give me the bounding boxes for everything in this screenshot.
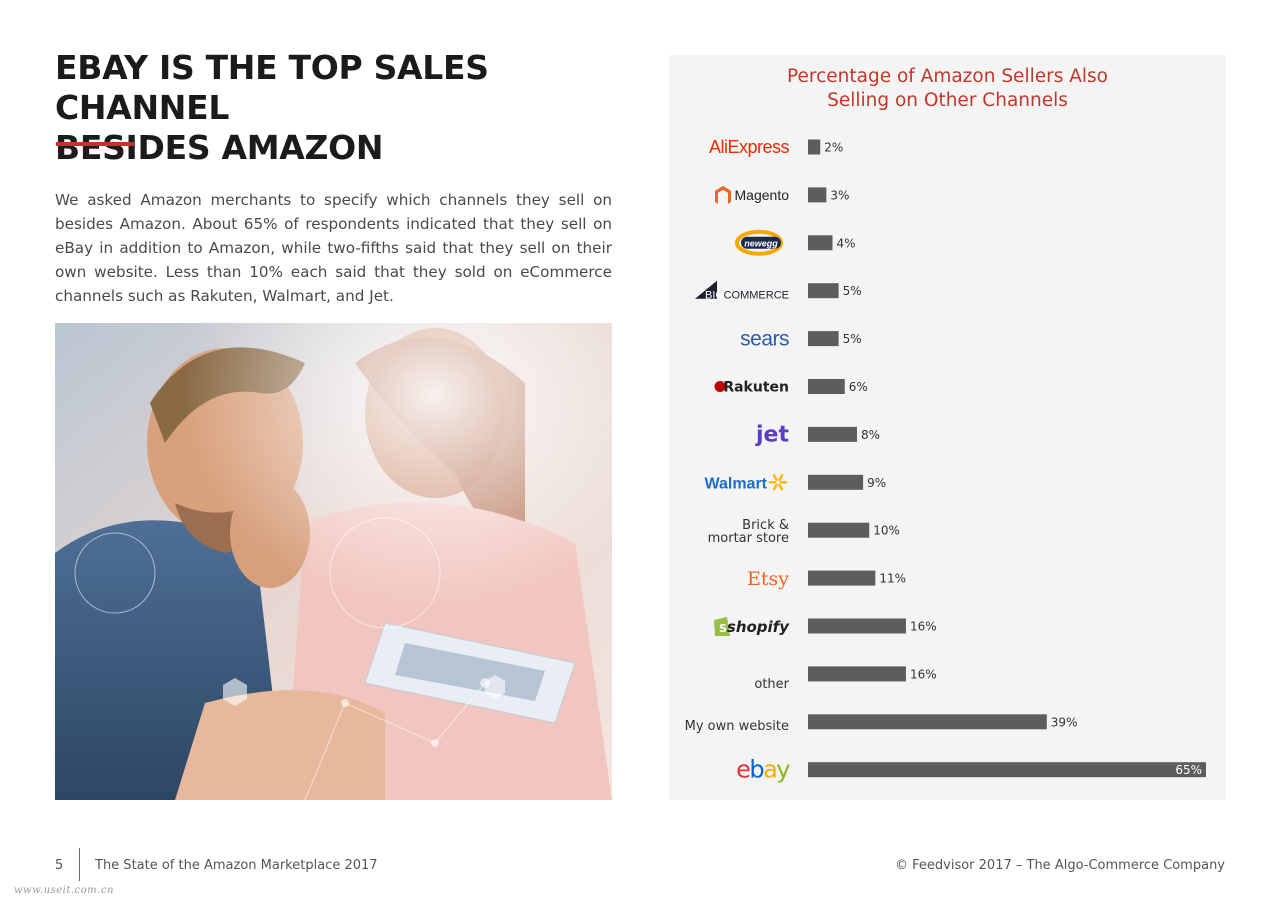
bar-shopify xyxy=(808,618,906,634)
svg-text:COMMERCE: COMMERCE xyxy=(724,290,789,302)
value-label-my-own-website: 39% xyxy=(1051,715,1078,729)
value-label-aliexpress: 2% xyxy=(824,141,843,155)
category-label-aliexpress: AliExpress xyxy=(709,137,790,157)
category-label-walmart: Walmart xyxy=(704,474,788,492)
value-label-walmart: 9% xyxy=(867,476,886,490)
bar-newegg xyxy=(808,235,833,251)
svg-text:shopify: shopify xyxy=(727,618,790,636)
svg-text:other: other xyxy=(754,677,789,692)
svg-text:AliExpress: AliExpress xyxy=(709,137,790,157)
chart-row-my-own-website: My own website 39% xyxy=(685,714,1078,734)
title-line-1: EBAY IS THE TOP SALES CHANNEL xyxy=(55,48,489,127)
footer-document-title: The State of the Amazon Marketplace 2017 xyxy=(95,858,378,873)
chart-row-sears: sears 5% xyxy=(740,328,862,351)
value-label-other: 16% xyxy=(910,667,937,681)
chart-row-other: other 16% xyxy=(754,666,937,692)
chart-row-magento: Magento 3% xyxy=(715,185,849,204)
bar-jet xyxy=(808,426,857,442)
value-label-bigcommerce: 5% xyxy=(843,284,862,298)
chart-row-jet: jet 8% xyxy=(755,422,880,447)
category-label-bigcommerce: BIG COMMERCE xyxy=(695,280,789,302)
category-label-magento: Magento xyxy=(715,185,790,204)
chart-title-line-1: Percentage of Amazon Sellers Also xyxy=(787,66,1108,87)
page-number: 5 xyxy=(55,858,64,873)
svg-text:Rakuten: Rakuten xyxy=(723,380,789,396)
bar-brick-mortar-store xyxy=(808,522,870,538)
bar-magento xyxy=(808,187,827,203)
category-label-ebay: ebay xyxy=(736,756,792,784)
svg-text:Etsy: Etsy xyxy=(747,568,789,590)
category-label-newegg: newegg xyxy=(735,229,783,256)
bar-bigcommerce xyxy=(808,283,839,299)
value-label-brick-mortar-store: 10% xyxy=(873,524,900,538)
category-label-other: other xyxy=(754,677,789,692)
bar-sears xyxy=(808,331,839,347)
svg-text:mortar store: mortar store xyxy=(708,531,789,546)
svg-text:Walmart: Walmart xyxy=(704,475,767,492)
chart-row-aliexpress: AliExpress 2% xyxy=(709,137,843,157)
svg-text:S: S xyxy=(719,622,727,635)
svg-text:ebay: ebay xyxy=(736,756,790,784)
svg-text:Brick &: Brick & xyxy=(742,518,789,533)
value-label-etsy: 11% xyxy=(879,572,906,586)
title-line-2: BESIDES AMAZON xyxy=(55,128,384,167)
value-label-magento: 3% xyxy=(830,188,849,202)
title-underline xyxy=(56,142,134,146)
chart-row-rakuten: Rakuten 6% xyxy=(714,379,868,396)
chart-row-bigcommerce: BIG COMMERCE 5% xyxy=(695,280,862,302)
chart-row-newegg: newegg 4% xyxy=(735,229,856,256)
team-photo xyxy=(55,323,612,800)
bar-etsy xyxy=(808,570,876,586)
footer-copyright: © Feedvisor 2017 – The Algo-Commerce Com… xyxy=(895,858,1225,873)
value-label-sears: 5% xyxy=(843,332,862,346)
chart-row-etsy: Etsy 11% xyxy=(747,568,906,590)
bar-walmart xyxy=(808,474,864,490)
bar-ebay xyxy=(808,762,1206,778)
chart-panel: Percentage of Amazon Sellers Also Sellin… xyxy=(669,55,1226,800)
svg-text:Magento: Magento xyxy=(735,187,790,203)
chart-title: Percentage of Amazon Sellers Also Sellin… xyxy=(669,65,1226,113)
bar-aliexpress xyxy=(808,139,821,155)
page-title: EBAY IS THE TOP SALES CHANNEL BESIDES AM… xyxy=(55,48,655,168)
chart-row-brick-mortar-store: Brick &mortar store 10% xyxy=(708,518,900,546)
chart-row-ebay: ebay 65% xyxy=(736,756,1206,784)
category-label-brick-mortar-store: Brick &mortar store xyxy=(708,518,789,546)
category-label-rakuten: Rakuten xyxy=(714,380,789,396)
svg-text:newegg: newegg xyxy=(744,238,778,248)
value-label-shopify: 16% xyxy=(910,620,937,634)
value-label-newegg: 4% xyxy=(836,236,855,250)
value-label-jet: 8% xyxy=(861,428,880,442)
svg-text:sears: sears xyxy=(740,328,789,351)
value-label-ebay: 65% xyxy=(1175,763,1202,777)
svg-text:My own website: My own website xyxy=(685,719,789,734)
category-label-my-own-website: My own website xyxy=(685,719,789,734)
bar-other xyxy=(808,666,906,682)
svg-text:jet: jet xyxy=(755,422,789,447)
bar-rakuten xyxy=(808,379,845,394)
channels-bar-chart: AliExpress 2% Magento 3% newegg 4% BIG COMMERCE… xyxy=(685,137,1206,784)
intro-paragraph: We asked Amazon merchants to specify whi… xyxy=(55,191,612,305)
chart-title-line-2: Selling on Other Channels xyxy=(827,90,1068,111)
footer-divider xyxy=(79,848,80,881)
category-label-sears: sears xyxy=(740,328,789,351)
chart-row-walmart: Walmart 9% xyxy=(704,474,886,492)
category-label-jet: jet xyxy=(755,422,789,447)
svg-text:BIG: BIG xyxy=(705,290,724,302)
category-label-etsy: Etsy xyxy=(747,568,789,590)
bar-my-own-website xyxy=(808,714,1047,730)
watermark: www.useit.com.cn xyxy=(14,885,114,896)
value-label-rakuten: 6% xyxy=(849,380,868,394)
